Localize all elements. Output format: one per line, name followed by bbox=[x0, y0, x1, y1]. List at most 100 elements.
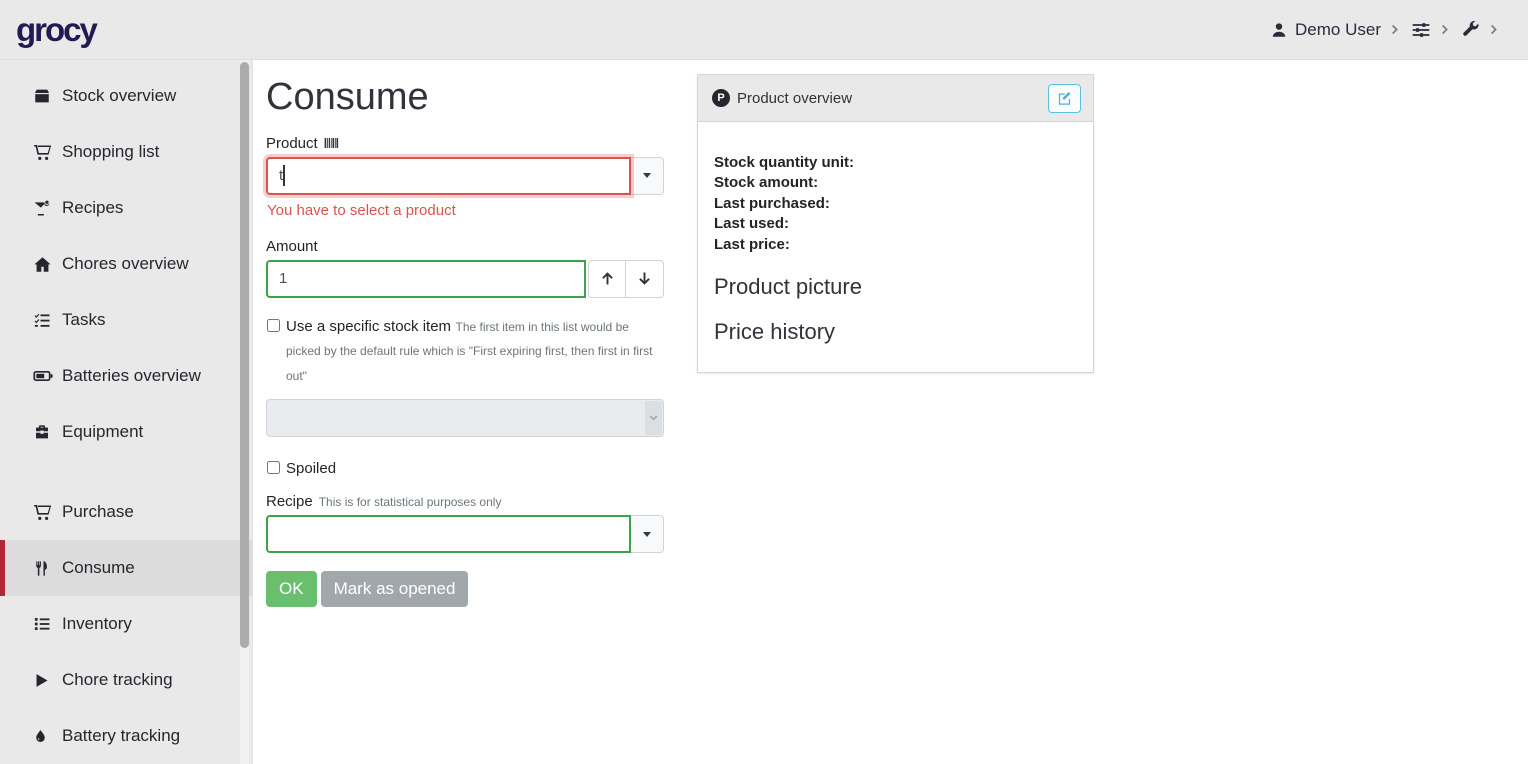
sidebar-item-label: Purchase bbox=[62, 502, 134, 521]
main-content: Consume Product You bbox=[253, 61, 1528, 764]
form-actions: OK Mark as opened bbox=[266, 571, 664, 608]
caret-down-icon bbox=[643, 531, 651, 537]
consume-form: Consume Product You bbox=[266, 74, 664, 608]
product-picture-heading: Product picture bbox=[714, 273, 862, 299]
sidebar-item-label: Batteries overview bbox=[62, 366, 201, 385]
specific-stock-item-label: Use a specific stock item bbox=[286, 317, 452, 335]
text-cursor bbox=[283, 164, 285, 186]
product-badge-icon: P bbox=[712, 89, 730, 107]
sidebar-item-shopping-list[interactable]: Shopping list bbox=[0, 124, 252, 180]
product-field-group: Product You have to select a product bbox=[266, 135, 664, 219]
product-overview-card: P Product overview Stock quantity unit: … bbox=[697, 74, 1094, 373]
stock-amount-label: Stock amount: bbox=[714, 174, 819, 192]
chevron-right-icon bbox=[1388, 23, 1401, 36]
sidebar-item-equipment[interactable]: Equipment bbox=[0, 404, 252, 460]
edit-icon bbox=[1057, 91, 1072, 106]
sidebar-nav: Stock overview Shopping list Recipes Cho… bbox=[0, 60, 253, 764]
product-input[interactable] bbox=[266, 156, 631, 195]
sidebar-item-chores-overview[interactable]: Chores overview bbox=[0, 236, 252, 292]
sidebar-item-label: Chore tracking bbox=[62, 670, 173, 689]
product-label: Product bbox=[266, 134, 318, 152]
product-dropdown-button[interactable] bbox=[631, 156, 664, 195]
sidebar-item-label: Consume bbox=[62, 558, 135, 577]
sidebar-scrollbar-track[interactable] bbox=[240, 60, 249, 764]
ok-button[interactable]: OK bbox=[266, 571, 317, 608]
sliders-icon bbox=[1411, 20, 1431, 40]
caret-down-icon bbox=[643, 173, 651, 178]
master-data-menu[interactable] bbox=[1411, 20, 1451, 40]
toolbox-icon bbox=[33, 423, 53, 441]
recipe-dropdown-button[interactable] bbox=[631, 515, 664, 554]
recipe-input[interactable] bbox=[266, 515, 631, 554]
stock-item-select bbox=[266, 398, 664, 437]
user-menu[interactable]: Demo User bbox=[1270, 20, 1401, 40]
specific-stock-item-hint: The first item in this list would be pic… bbox=[286, 319, 653, 384]
sidebar-item-inventory[interactable]: Inventory bbox=[0, 596, 252, 652]
person-icon bbox=[1270, 21, 1288, 39]
sidebar-item-batteries-overview[interactable]: Batteries overview bbox=[0, 348, 252, 404]
chevron-right-icon bbox=[1438, 23, 1451, 36]
amount-label: Amount bbox=[266, 237, 318, 255]
tasks-icon bbox=[33, 311, 53, 329]
tint-icon bbox=[33, 728, 53, 745]
page-title: Consume bbox=[266, 76, 429, 118]
wrench-icon bbox=[1461, 20, 1480, 39]
recipe-label: Recipe bbox=[266, 493, 313, 511]
edit-product-button[interactable] bbox=[1048, 83, 1081, 113]
sidebar-item-tasks[interactable]: Tasks bbox=[0, 292, 252, 348]
sidebar-item-purchase[interactable]: Purchase bbox=[0, 484, 252, 540]
home-icon bbox=[33, 255, 53, 274]
cocktail-icon bbox=[33, 199, 53, 217]
arrow-down-icon bbox=[636, 270, 653, 287]
recipe-field-group: Recipe This is for statistical purposes … bbox=[266, 493, 664, 554]
last-used-label: Last used: bbox=[714, 215, 790, 233]
product-overview-title: Product overview bbox=[737, 89, 853, 107]
spoiled-checkbox[interactable] bbox=[267, 460, 280, 474]
price-history-heading: Price history bbox=[714, 318, 836, 344]
recipe-hint: This is for statistical purposes only bbox=[318, 494, 502, 509]
spoiled-row: Spoiled bbox=[266, 457, 664, 480]
cart-icon bbox=[33, 143, 53, 162]
box-icon bbox=[33, 87, 53, 105]
sidebar-item-label: Equipment bbox=[62, 422, 144, 441]
sidebar-item-label: Stock overview bbox=[62, 86, 177, 105]
stock-quantity-unit-label: Stock quantity unit: bbox=[714, 154, 854, 171]
mark-as-opened-button[interactable]: Mark as opened bbox=[320, 571, 469, 608]
list-icon bbox=[33, 615, 53, 633]
sidebar-item-consume[interactable]: Consume bbox=[0, 540, 252, 596]
grocy-logo[interactable]: grocy bbox=[16, 10, 98, 48]
top-navbar: grocy Demo User bbox=[0, 0, 1528, 60]
arrow-up-icon bbox=[599, 270, 616, 287]
settings-menu[interactable] bbox=[1461, 20, 1500, 39]
barcode-icon bbox=[324, 137, 339, 149]
last-purchased-label: Last purchased: bbox=[714, 194, 830, 212]
play-icon bbox=[33, 672, 53, 689]
sidebar-item-stock-overview[interactable]: Stock overview bbox=[0, 68, 252, 124]
specific-stock-item-row: Use a specific stock item The first item… bbox=[266, 315, 664, 389]
sidebar-item-label: Recipes bbox=[62, 198, 124, 217]
last-price-label: Last price: bbox=[714, 235, 790, 253]
spoiled-label: Spoiled bbox=[286, 459, 337, 477]
amount-decrement-button[interactable] bbox=[626, 259, 664, 298]
product-error-message: You have to select a product bbox=[267, 201, 456, 219]
sidebar-item-label: Chores overview bbox=[62, 254, 189, 273]
sidebar-item-label: Inventory bbox=[62, 614, 132, 633]
sidebar-item-battery-tracking[interactable]: Battery tracking bbox=[0, 708, 252, 764]
amount-increment-button[interactable] bbox=[588, 259, 626, 298]
sidebar-item-recipes[interactable]: Recipes bbox=[0, 180, 252, 236]
battery-icon bbox=[33, 366, 53, 386]
topbar-right-menu: Demo User bbox=[1270, 20, 1500, 40]
sidebar-item-label: Tasks bbox=[62, 310, 106, 329]
product-overview-header: P Product overview bbox=[698, 75, 1093, 122]
sidebar-item-label: Shopping list bbox=[62, 142, 160, 161]
product-overview-body: Stock quantity unit: Stock amount: Last … bbox=[698, 122, 1093, 372]
specific-stock-item-checkbox[interactable] bbox=[267, 318, 280, 332]
user-menu-label: Demo User bbox=[1295, 19, 1381, 39]
sidebar-scrollbar-thumb[interactable] bbox=[240, 62, 249, 648]
amount-field-group: Amount bbox=[266, 238, 664, 298]
amount-input[interactable] bbox=[266, 259, 586, 298]
cart-icon bbox=[33, 503, 53, 522]
sidebar-item-chore-tracking[interactable]: Chore tracking bbox=[0, 652, 252, 708]
sidebar-item-label: Battery tracking bbox=[62, 726, 181, 745]
utensils-icon bbox=[33, 560, 53, 577]
